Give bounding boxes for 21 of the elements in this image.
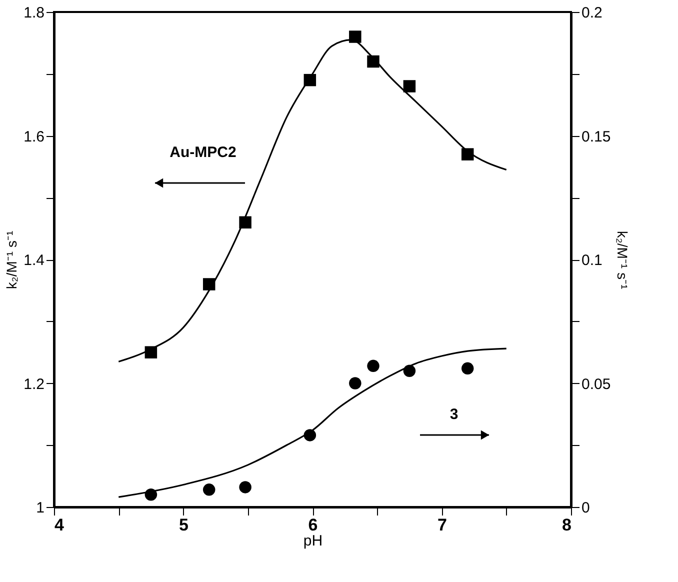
x-axis-title: pH [303, 532, 323, 550]
y2-tick-label: 0.2 [582, 4, 602, 22]
x-tick-label: 5 [179, 516, 188, 534]
y-tick-label: 1 [36, 500, 44, 516]
y2-tick-label: 0.15 [582, 128, 611, 146]
y-tick-label: 1.6 [24, 128, 44, 146]
y2-tick-label: 0 [582, 500, 590, 516]
y-tick-label: 1.2 [24, 376, 44, 393]
annotation: 3 [450, 406, 458, 423]
line-series [118, 348, 508, 498]
y2-axis-title: k₂/M⁻¹ s⁻¹ [614, 230, 631, 290]
y-axis-title: k₂/M⁻¹ s⁻¹ [4, 230, 20, 290]
y2-tick-label: 0.05 [582, 376, 611, 393]
annotation: Au-MPC2 [170, 144, 236, 161]
x-tick-label: 8 [562, 516, 572, 534]
y2-tick-label: 0.1 [582, 252, 602, 269]
y-tick-label: 1.4 [24, 252, 44, 269]
x-tick-label: 4 [54, 516, 64, 534]
x-tick-label: 6 [308, 516, 318, 534]
y-tick-label: 1.8 [24, 4, 44, 22]
x-tick-label: 7 [438, 516, 447, 534]
